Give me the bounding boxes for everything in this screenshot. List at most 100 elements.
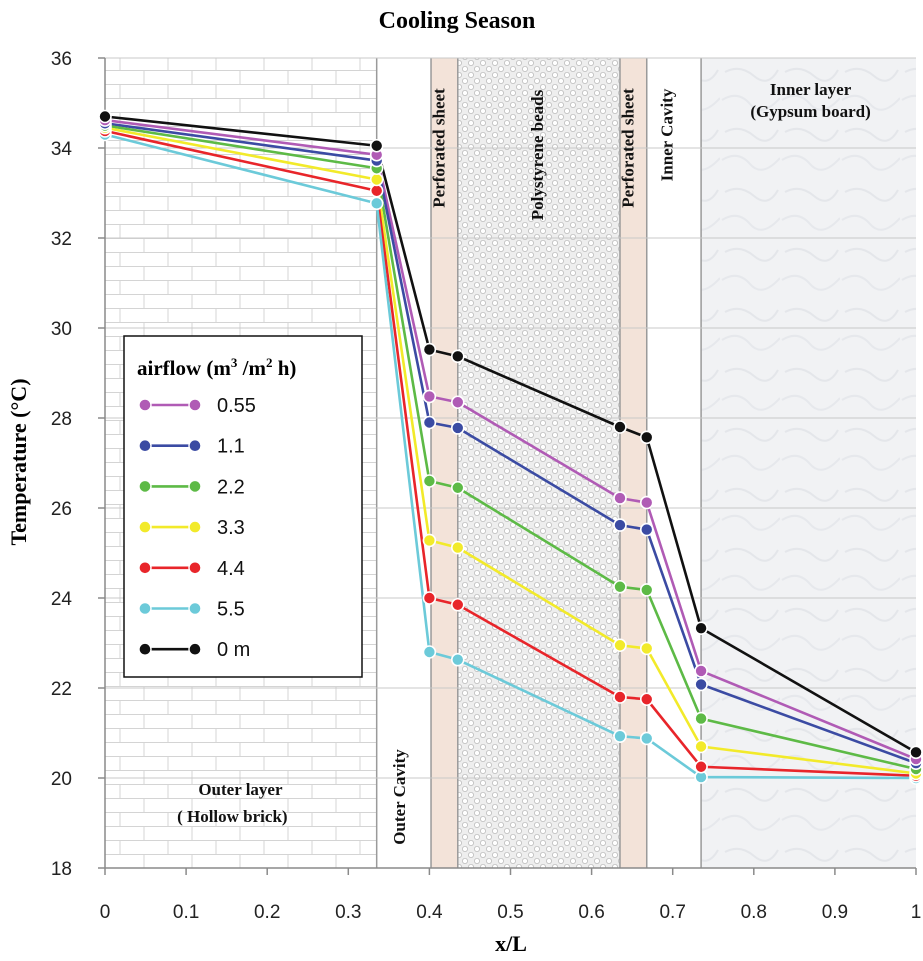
- region-label-inner-layer-sub: (Gypsum board): [750, 102, 870, 121]
- y-tick-label: 30: [51, 319, 72, 340]
- legend-marker-3.3: [138, 520, 152, 534]
- series-line-0.55: [104, 118, 917, 761]
- data-point-2.2: [694, 711, 708, 726]
- region-sheet-2: [431, 58, 458, 868]
- data-point-0-m: [450, 349, 465, 364]
- data-point-5.5: [450, 652, 465, 667]
- data-point-0-m: [422, 342, 437, 357]
- legend-marker-5.5: [188, 601, 202, 616]
- data-point-1.1: [639, 522, 654, 537]
- y-tick-label: 24: [51, 589, 73, 610]
- legend-label-2.2: 2.2: [217, 476, 245, 498]
- data-point-3.3: [694, 739, 708, 754]
- x-tick-label: 0.4: [416, 902, 443, 923]
- region-labels: Outer layer ( Hollow brick) Outer Cavity Pe…: [177, 80, 871, 845]
- data-series: [98, 109, 923, 785]
- legend-label-0.55: 0.55: [217, 395, 256, 417]
- y-tick-label: 22: [51, 679, 72, 700]
- data-point-0.55: [450, 395, 465, 410]
- data-point-3.3: [369, 172, 384, 187]
- data-point-0-m: [369, 138, 384, 153]
- data-point-1.1: [450, 421, 465, 435]
- legend-title: airflow (m3 /m2 h): [137, 355, 296, 380]
- legend-label-0-m: 0 m: [217, 639, 250, 661]
- data-point-1.1: [422, 415, 437, 430]
- data-point-4.4: [694, 759, 708, 774]
- region-label-perforated-sheet-2: Perforated sheet: [618, 88, 637, 208]
- region-beads-3: [457, 58, 620, 868]
- x-tick-label: 0.7: [659, 902, 685, 923]
- legend-marker-0-m: [188, 642, 202, 656]
- legend-marker-0.55: [188, 398, 202, 412]
- y-tick-label: 28: [51, 409, 72, 430]
- data-point-5.5: [369, 196, 384, 211]
- x-tick-label: 0.2: [254, 902, 280, 923]
- data-point-0.55: [422, 389, 437, 404]
- legend-label-4.4: 4.4: [217, 558, 245, 580]
- region-label-outer-cavity: Outer Cavity: [390, 749, 409, 845]
- data-point-0-m: [98, 109, 112, 124]
- data-point-0-m: [639, 430, 654, 445]
- legend-marker-1.1: [138, 439, 152, 453]
- legend-marker-4.4: [138, 561, 152, 575]
- data-point-0-m: [694, 621, 708, 635]
- x-tick-label: 0.9: [822, 902, 848, 923]
- data-point-0-m: [613, 420, 627, 434]
- data-point-5.5: [639, 731, 654, 746]
- x-tick-label: 0.6: [578, 902, 604, 923]
- data-point-4.4: [639, 692, 654, 707]
- legend-marker-5.5: [138, 601, 152, 616]
- legend-marker-1.1: [188, 439, 202, 453]
- legend-label-5.5: 5.5: [217, 599, 245, 621]
- data-point-4.4: [450, 597, 465, 612]
- legend-marker-3.3: [188, 520, 202, 534]
- series-line-1.1: [104, 121, 917, 765]
- legend-box: [123, 335, 363, 678]
- axes: 18 20 22 24 26 28 30 32 34 36 0 0.1 0.2 0.3 0.4 0.5 0.6 0…: [51, 49, 921, 923]
- data-point-2.2: [450, 480, 465, 495]
- series-line-5.5: [104, 133, 917, 780]
- data-point-0-m: [909, 745, 923, 760]
- data-point-3.3: [422, 533, 437, 548]
- data-point-2.2: [422, 474, 437, 488]
- y-tick-label: 36: [51, 49, 72, 70]
- y-axis-title: Temperature (°C): [6, 378, 31, 545]
- y-tick-label: 32: [51, 229, 72, 250]
- x-tick-label: 0: [100, 902, 111, 923]
- data-point-4.4: [422, 591, 437, 605]
- region-label-perforated-sheet-1: Perforated sheet: [429, 88, 448, 208]
- data-point-2.2: [613, 579, 627, 594]
- y-tick-label: 18: [51, 859, 72, 880]
- data-point-4.4: [369, 183, 384, 198]
- data-point-0.55: [639, 495, 654, 510]
- data-point-3.3: [450, 540, 465, 555]
- data-point-4.4: [613, 690, 627, 704]
- data-point-1.1: [694, 677, 708, 692]
- series-line-4.4: [104, 129, 917, 778]
- legend-marker-4.4: [188, 561, 202, 575]
- data-point-2.2: [639, 583, 654, 597]
- region-label-outer-layer-sub: ( Hollow brick): [177, 807, 288, 826]
- x-tick-label: 1: [911, 902, 922, 923]
- data-point-1.1: [613, 518, 627, 532]
- legend-label-3.3: 3.3: [217, 517, 245, 539]
- series-line-0-m: [104, 115, 917, 754]
- region-label-polystyrene-beads: Polystyrene beads: [528, 89, 547, 220]
- data-point-3.3: [613, 638, 627, 653]
- y-tick-label: 34: [51, 139, 73, 160]
- region-label-outer-layer: Outer layer: [198, 780, 283, 799]
- legend: airflow (m3 /m2 h) 0.55 1.1 2.2 3.3 4.4 5.5 0 …: [123, 335, 363, 678]
- series-line-3.3: [104, 126, 917, 775]
- x-axis-title: x/L: [495, 931, 527, 956]
- legend-marker-2.2: [138, 479, 152, 494]
- region-label-inner-layer: Inner layer: [770, 80, 852, 99]
- region-label-inner-cavity: Inner Cavity: [658, 88, 677, 181]
- legend-marker-2.2: [188, 479, 202, 494]
- x-tick-label: 0.5: [497, 902, 523, 923]
- legend-marker-0.55: [138, 398, 152, 412]
- legend-marker-0-m: [138, 642, 152, 656]
- y-tick-label: 26: [51, 499, 72, 520]
- series-line-2.2: [104, 124, 917, 771]
- data-point-5.5: [613, 729, 627, 743]
